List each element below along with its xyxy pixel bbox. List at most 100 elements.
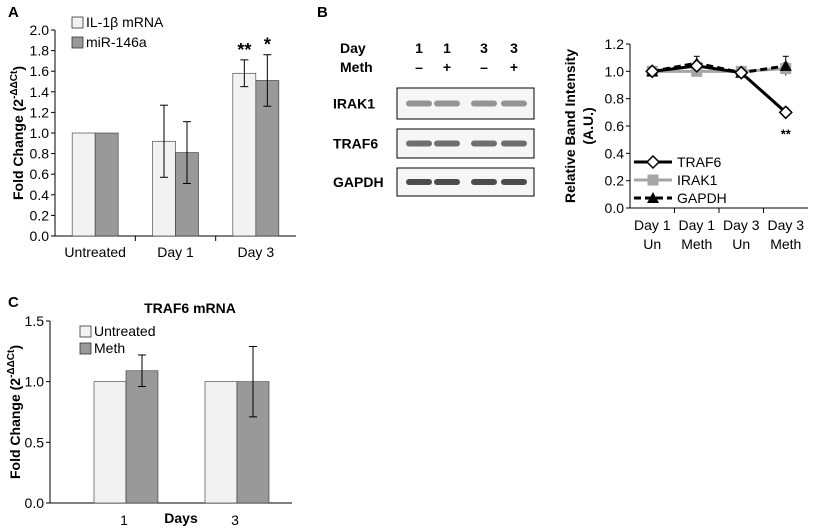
panel-b-point-traf6 xyxy=(778,105,793,120)
panel-a-y-tick-label: 1.4 xyxy=(30,84,50,100)
blot-band xyxy=(501,179,527,185)
panel-a-y-tick-label: 0.4 xyxy=(30,187,50,203)
blot-protein-label: TRAF6 xyxy=(333,136,378,152)
blot-lane-meth: – xyxy=(415,59,423,75)
panel-b-y-tick-label: 0.0 xyxy=(605,200,625,216)
panel-a-x-tick-label: Untreated xyxy=(64,244,125,260)
blot-lane-day: 1 xyxy=(415,40,423,56)
blot-band xyxy=(434,140,460,147)
panel-a-bar-il1b xyxy=(232,72,257,237)
blot-band xyxy=(471,100,497,107)
blot-day-header: Day xyxy=(340,40,366,56)
panel-b-x-tick-label: Day 1 xyxy=(634,217,671,233)
panel-b-x-tick-label: Meth xyxy=(681,236,712,252)
panel-b-y-tick-label: 1.0 xyxy=(605,63,625,79)
panel-b-series-line-traf6 xyxy=(652,64,787,114)
blot-lane-meth: + xyxy=(443,59,451,75)
panel-c-bar-untreated xyxy=(204,381,238,504)
panel-b-line-chart: 0.0 0.2 0.4 0.6 0.8 1.0 1.2 Day 1 Un Day 1 Meth Day… xyxy=(562,36,808,252)
panel-b-point-gapdh xyxy=(647,192,659,203)
panel-a-y-axis-title: Fold Change (2-ΔΔCt) xyxy=(9,66,26,200)
blot-band xyxy=(501,140,527,147)
panel-b-point-traf6 xyxy=(734,65,749,80)
panel-a-y-tick-label: 0.8 xyxy=(30,146,50,162)
panel-c-legend-swatch xyxy=(79,342,92,355)
panel-c-y-tick-label: 0.0 xyxy=(25,495,45,511)
blot-lane-day: 3 xyxy=(480,40,488,56)
panel-a-x-tick-label: Day 1 xyxy=(157,244,194,260)
panel-a-bar-mir146a xyxy=(94,132,119,237)
panel-b-x-tick-label: Day 3 xyxy=(723,217,760,233)
panel-c-y-tick-label: 1.5 xyxy=(25,313,45,329)
blot-band xyxy=(406,100,432,107)
panel-a-y-tick-label: 0.6 xyxy=(30,166,50,182)
panel-b-y-tick-label: 0.8 xyxy=(605,91,625,107)
panel-a-y-tick-label: 2.0 xyxy=(30,22,50,38)
panel-a-legend-label: IL-1β mRNA xyxy=(86,14,164,30)
panel-a-bar-il1b xyxy=(71,132,96,237)
panel-b-western-blot: Day Meth 1 – 1 +3 – 3 + IRAK1 TRAF6 GAPDH xyxy=(333,40,535,197)
panel-b-label: B xyxy=(317,4,328,21)
blot-band xyxy=(471,179,497,185)
panel-c-y-axis-title: Fold Change (2-ΔΔCt) xyxy=(6,345,23,479)
panel-b-x-tick-label: Day 1 xyxy=(678,217,715,233)
panel-b-point-irak1 xyxy=(647,174,659,186)
blot-lane-meth: – xyxy=(480,59,488,75)
panel-b-x-tick-label: Un xyxy=(732,236,750,252)
panel-c-x-axis-title: Days xyxy=(164,510,198,526)
panel-a-label: A xyxy=(8,4,19,21)
panel-a-y-tick-label: 1.6 xyxy=(30,63,50,79)
blot-band xyxy=(406,179,432,185)
panel-b-point-traf6 xyxy=(689,58,704,73)
panel-b-point-traf6 xyxy=(645,64,660,79)
panel-b-legend-label-irak1: IRAK1 xyxy=(677,172,718,188)
panel-c-y-tick-label: 0.5 xyxy=(25,434,45,450)
panel-a-legend-swatch xyxy=(71,16,84,29)
blot-protein-label: IRAK1 xyxy=(333,96,375,112)
panel-c-bar-meth xyxy=(125,370,159,504)
panel-c-y-axis-title-main: Fold Change (2 xyxy=(7,378,23,479)
panel-c-bar-untreated xyxy=(93,381,127,504)
panel-b-significance-marker: ** xyxy=(781,126,792,141)
panel-c-legend-swatch xyxy=(79,325,92,338)
panel-a-significance-marker: ** xyxy=(237,40,251,60)
panel-a-y-axis-title-close: ) xyxy=(10,66,26,71)
panel-c-y-axis-title-close: ) xyxy=(7,345,23,350)
panel-a-x-tick-label: Day 3 xyxy=(238,244,275,260)
blot-protein-label: GAPDH xyxy=(333,174,384,190)
blot-band xyxy=(501,100,527,107)
panel-c-x-tick-label: 1 xyxy=(120,512,128,528)
panel-a-y-tick-label: 1.0 xyxy=(30,125,50,141)
blot-band xyxy=(406,140,432,147)
panel-c-x-tick-label: 3 xyxy=(231,512,239,528)
panel-c-legend-label: Meth xyxy=(94,340,125,356)
panel-b-legend-label-traf6: TRAF6 xyxy=(677,154,722,170)
panel-b-y-tick-label: 1.2 xyxy=(605,36,625,52)
panel-b-y-axis-title: (A.U.) xyxy=(580,107,596,144)
panel-b-x-tick-label: Meth xyxy=(770,236,801,252)
blot-lane-day: 3 xyxy=(510,40,518,56)
blot-band xyxy=(434,179,460,185)
panel-c-y-tick-label: 1.0 xyxy=(25,374,45,390)
panel-b-point-gapdh xyxy=(779,59,792,71)
panel-a-y-tick-label: 1.2 xyxy=(30,104,50,120)
blot-lane-day: 1 xyxy=(443,40,451,56)
panel-a-y-tick-label: 0.0 xyxy=(30,228,50,244)
panel-b-y-axis-title: Relative Band Intensity xyxy=(562,49,578,203)
panel-c-y-axis-title-exp: -ΔΔCt xyxy=(6,349,17,378)
blot-meth-header: Meth xyxy=(340,59,373,75)
panel-a-y-axis-title-exp: -ΔΔCt xyxy=(9,70,20,99)
panel-b-y-tick-label: 0.6 xyxy=(605,118,625,134)
panel-b-y-tick-label: 0.2 xyxy=(605,173,625,189)
panel-b-legend-label-gapdh: GAPDH xyxy=(677,190,727,206)
panel-a-legend-swatch xyxy=(71,36,84,49)
panel-c-label: C xyxy=(8,294,19,311)
panel-b-point-traf6 xyxy=(645,154,661,170)
panel-a-significance-marker: * xyxy=(264,35,271,55)
panel-b-x-tick-label: Day 3 xyxy=(767,217,804,233)
panel-a-y-tick-label: 0.2 xyxy=(30,207,50,223)
panel-c-legend-label: Untreated xyxy=(94,323,155,339)
panel-b-y-tick-label: 0.4 xyxy=(605,145,625,161)
blot-lane-meth: + xyxy=(510,59,518,75)
